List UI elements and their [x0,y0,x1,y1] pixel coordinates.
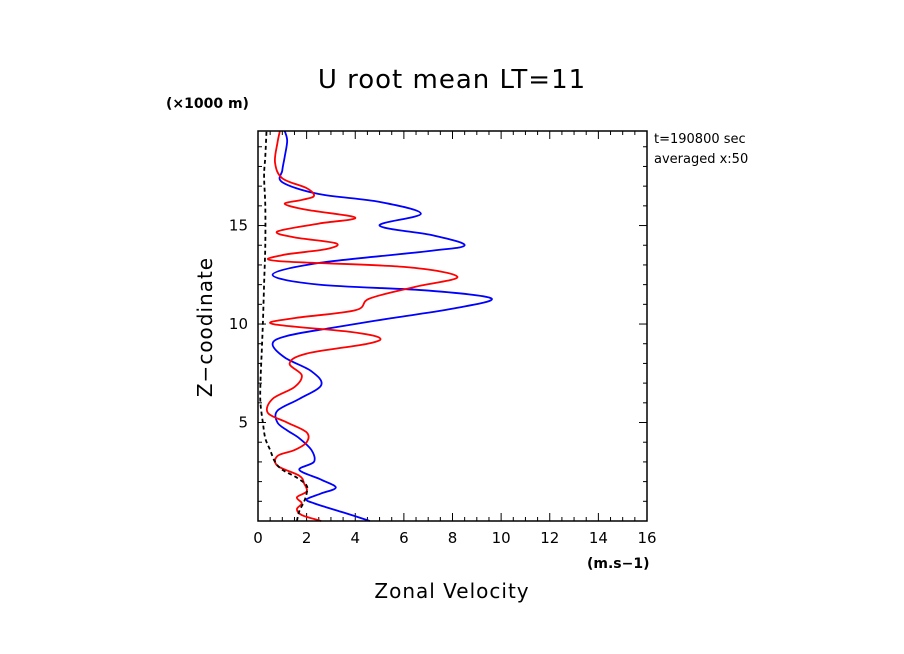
annotation-line-1: t=190800 sec [654,132,746,147]
series-line-blue [271,130,493,522]
y-axis-unit: (×1000 m) [166,96,249,112]
annotation-line-2: averaged x:50 [654,152,748,167]
y-tick-label: 15 [229,217,248,235]
x-tick-label: 10 [492,529,511,547]
x-tick-label: 2 [302,529,312,547]
x-tick-label: 6 [399,529,409,547]
x-axis-label: Zonal Velocity [374,579,529,603]
series-line-black-dashed [259,130,309,522]
x-tick-label: 8 [448,529,458,547]
plot-frame [257,130,648,522]
series-group [259,130,493,522]
x-tick-label: 14 [589,529,608,547]
x-axis-unit: (m.s−1) [587,556,650,572]
series-line-red [265,130,459,522]
x-tick-label: 0 [253,529,263,547]
y-tick-label: 10 [229,315,248,333]
y-axis-label: Z−coodinate [193,257,217,397]
x-tick-label: 16 [637,529,656,547]
y-tick-label: 5 [238,414,248,432]
x-tick-label: 4 [350,529,360,547]
chart-title: U root mean LT=11 [318,65,586,95]
axis-ticks: 0 2 4 6 8 10 12 14 16 5 10 15 [229,131,657,547]
x-tick-label: 12 [540,529,559,547]
